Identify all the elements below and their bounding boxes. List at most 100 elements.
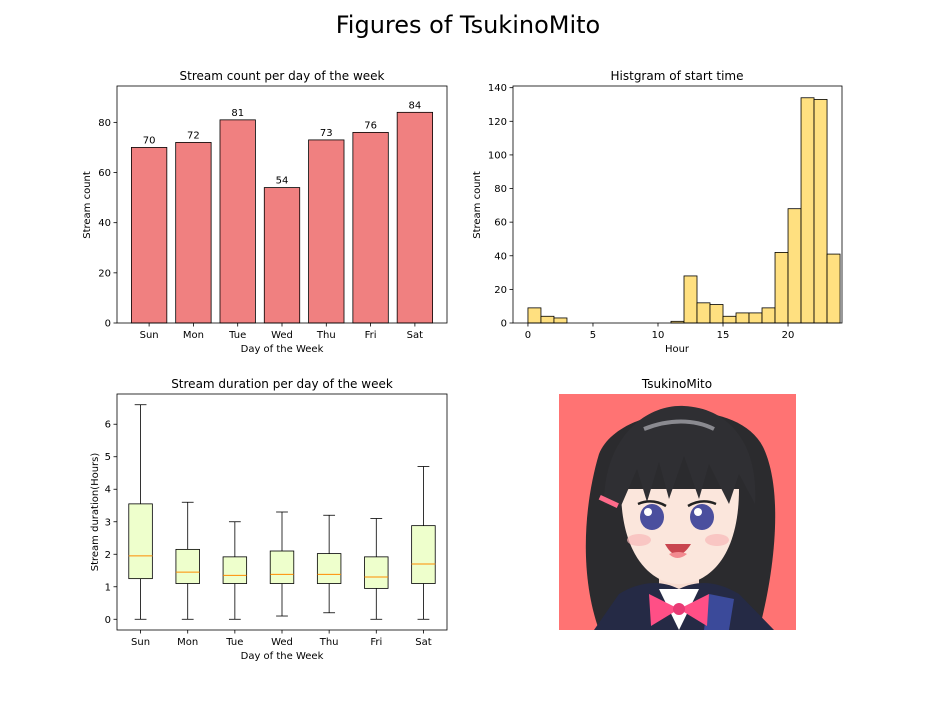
x-tick-label: Mon [177, 637, 198, 648]
histogram-bin [735, 312, 750, 324]
x-tick-label: Wed [271, 637, 293, 648]
y-tick-label: 4 [105, 485, 111, 496]
boxplot-marks: Sun Mon Tue Wed Thu Fri Sat 0 1 2 3 4 5 6 [105, 393, 448, 648]
hair-clip [598, 494, 619, 508]
x-tick-label: Thu [316, 330, 336, 341]
histogram-bin [553, 317, 568, 324]
bow-right [679, 594, 709, 626]
axes-frame [116, 85, 448, 324]
x-tick-label: Sun [140, 330, 159, 341]
boxplot-title: Stream duration per day of the week [171, 377, 393, 391]
x-tick-label: 20 [782, 330, 795, 341]
y-tick-label: 3 [105, 517, 111, 528]
x-tick-label: Tue [228, 330, 246, 341]
figure-title: Figures of TsukinoMito [336, 11, 601, 39]
anime-girl-portrait-image [559, 394, 796, 630]
histogram-ylabel: Stream count [472, 171, 483, 239]
x-tick-label: Tue [225, 637, 243, 648]
x-tick-label: Sat [415, 637, 431, 648]
histogram-xlabel: Hour [665, 344, 690, 355]
bar-data-label: 70 [143, 135, 156, 146]
histogram-bin [826, 253, 841, 324]
bar [219, 119, 256, 324]
histogram-bin [748, 312, 763, 324]
left-eye [640, 504, 664, 530]
x-tick-label: Wed [271, 330, 293, 341]
y-tick-label: 6 [105, 420, 111, 431]
bow-knot [673, 603, 685, 615]
histogram-marks: 0 5 10 15 20 0 20 40 60 80 100 120 140 [488, 83, 843, 341]
y-tick-label: 1 [105, 582, 111, 593]
y-tick-label: 60 [98, 168, 111, 179]
y-tick-label: 2 [105, 550, 111, 561]
bar-data-label: 76 [364, 120, 377, 131]
y-tick-label: 140 [488, 83, 507, 94]
bar-chart-stream-count: Stream count per day of the week Day of … [82, 69, 448, 355]
bow-left [649, 594, 679, 626]
x-tick-label: Thu [319, 637, 339, 648]
histogram-bin [540, 315, 555, 324]
histogram-bin [813, 99, 828, 324]
y-tick-label: 5 [105, 452, 111, 463]
box [316, 553, 342, 584]
bar-data-label: 73 [320, 128, 333, 139]
x-tick-label: 15 [717, 330, 730, 341]
x-tick-label: Mon [183, 330, 204, 341]
boxplot-ylabel: Stream duration(Hours) [90, 453, 101, 572]
x-tick-label: 0 [525, 330, 531, 341]
bar-chart-xlabel: Day of the Week [241, 344, 324, 355]
x-tick-label: Sat [407, 330, 423, 341]
left-eye-shine [644, 508, 652, 516]
histogram-bin [761, 307, 776, 324]
box [411, 525, 436, 584]
histogram-bin [527, 307, 542, 324]
y-tick-label: 20 [494, 285, 507, 296]
y-tick-label: 0 [105, 615, 111, 626]
y-tick-label: 40 [494, 251, 507, 262]
histogram-bin [774, 252, 789, 324]
bar-data-label: 81 [231, 108, 244, 119]
y-tick-label: 120 [488, 117, 507, 128]
bar [308, 139, 345, 324]
bar-data-label: 72 [187, 130, 200, 141]
histogram-title: Histgram of start time [611, 69, 744, 83]
boxplot-stream-duration: Stream duration per day of the week Day … [90, 377, 448, 662]
right-blush [705, 534, 729, 546]
y-tick-label: 40 [98, 218, 111, 229]
hair-bangs [604, 405, 756, 506]
y-tick-label: 20 [98, 268, 111, 279]
bar [396, 111, 434, 324]
y-tick-label: 0 [105, 319, 111, 330]
portrait-title: TsukinoMito [641, 377, 712, 391]
histogram-bin [787, 208, 802, 324]
bar [175, 142, 212, 324]
tongue [669, 552, 687, 558]
histogram-bin [722, 315, 737, 324]
bar-data-label: 84 [409, 100, 422, 111]
bar-chart-title: Stream count per day of the week [180, 69, 385, 83]
bar-chart-ylabel: Stream count [82, 171, 93, 239]
left-blush [627, 534, 651, 546]
x-tick-label: Fri [365, 330, 377, 341]
right-eye-shine [694, 508, 702, 516]
box [269, 550, 295, 584]
bar-chart-marks: 70 Sun 72 Mon 81 Tue 54 Wed 73 Thu 76 Fri 84 Sat 0 20 40… [98, 85, 448, 341]
hair-highlight [643, 419, 715, 431]
histogram-start-time: Histgram of start time Hour Stream count… [472, 69, 843, 355]
plaid-accent [704, 594, 734, 630]
y-tick-label: 80 [98, 118, 111, 129]
x-tick-label: 10 [652, 330, 665, 341]
histogram-bin [709, 304, 724, 324]
box [175, 548, 200, 584]
mouth [665, 544, 691, 555]
bar [130, 147, 168, 324]
y-tick-label: 100 [488, 150, 507, 161]
y-tick-label: 60 [494, 218, 507, 229]
left-eyelid [637, 500, 667, 508]
portrait-panel: TsukinoMito [559, 377, 796, 630]
boxplot-xlabel: Day of the Week [241, 651, 324, 662]
box [128, 503, 153, 580]
histogram-bin [800, 97, 815, 324]
x-tick-label: Sun [131, 637, 150, 648]
